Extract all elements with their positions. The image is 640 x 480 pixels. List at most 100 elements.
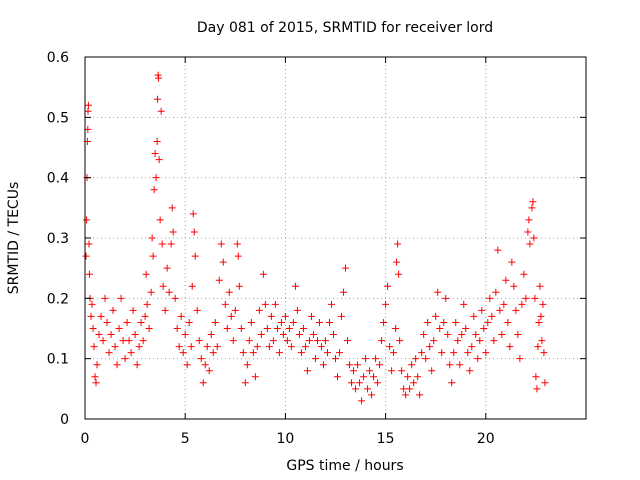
data-point	[426, 343, 434, 351]
data-point	[209, 349, 217, 357]
data-point	[147, 288, 155, 296]
data-point	[111, 343, 119, 351]
data-point	[444, 331, 452, 339]
y-tick-label: 0.4	[47, 171, 69, 187]
data-point	[395, 270, 403, 278]
data-point	[386, 343, 394, 351]
data-point	[474, 355, 482, 363]
data-point	[384, 282, 392, 290]
data-point	[221, 300, 229, 308]
x-tick-label: 20	[477, 431, 495, 447]
data-point	[190, 228, 198, 236]
data-point	[502, 276, 510, 284]
data-point	[450, 349, 458, 357]
data-point	[211, 318, 219, 326]
data-point	[87, 312, 95, 320]
data-point	[177, 312, 185, 320]
data-point	[299, 325, 307, 332]
data-point	[490, 337, 498, 345]
data-point	[155, 74, 163, 82]
data-point	[516, 355, 524, 363]
data-point	[510, 282, 518, 290]
data-point	[131, 331, 139, 339]
data-point	[84, 101, 92, 109]
data-point	[217, 240, 225, 248]
data-point	[311, 355, 319, 363]
data-point	[424, 318, 432, 326]
data-point	[121, 355, 129, 363]
data-point	[342, 264, 350, 272]
data-point	[249, 349, 257, 357]
data-point	[526, 240, 534, 248]
data-point	[494, 246, 502, 254]
data-point	[173, 325, 181, 332]
data-point	[364, 385, 372, 393]
data-point	[354, 361, 362, 369]
data-point	[107, 331, 115, 339]
data-point	[438, 349, 446, 357]
data-point	[287, 343, 295, 351]
data-point	[525, 216, 533, 224]
data-point	[540, 349, 548, 357]
data-point	[448, 379, 456, 387]
data-point	[143, 300, 151, 308]
data-point	[148, 234, 156, 242]
data-point	[152, 174, 160, 182]
data-point	[329, 331, 337, 339]
data-point	[482, 349, 490, 357]
data-point	[529, 198, 537, 206]
data-point	[394, 240, 402, 248]
data-point	[352, 385, 360, 393]
data-point	[91, 373, 99, 381]
data-point	[458, 331, 466, 339]
data-point	[500, 300, 508, 308]
data-point	[245, 337, 253, 345]
data-point	[97, 312, 105, 320]
data-point	[259, 270, 267, 278]
tick-labels-layer: 0 5 10 15 20 0 0.1 0.2 0.3 0.4 0.5 0.6	[47, 50, 495, 447]
data-point	[243, 361, 251, 369]
data-point	[452, 318, 460, 326]
data-point	[127, 349, 135, 357]
data-point	[189, 210, 197, 218]
data-point	[197, 355, 205, 363]
data-point	[285, 325, 293, 332]
data-point	[442, 294, 450, 302]
data-point	[90, 343, 98, 351]
data-point	[416, 391, 424, 399]
data-point	[362, 355, 370, 363]
data-point	[183, 361, 191, 369]
data-point	[179, 349, 187, 357]
data-point	[350, 367, 358, 375]
chart-title: Day 081 of 2015, SRMTID for receiver lor…	[197, 20, 493, 36]
data-point	[418, 349, 426, 357]
data-point	[187, 343, 195, 351]
data-point	[175, 343, 183, 351]
data-point	[139, 337, 147, 345]
data-point	[404, 373, 412, 381]
data-point	[231, 306, 239, 314]
data-point	[480, 325, 488, 332]
data-point	[512, 306, 520, 314]
data-point	[396, 337, 404, 345]
data-point	[307, 312, 315, 320]
data-point	[213, 343, 221, 351]
data-point	[235, 282, 243, 290]
data-point	[85, 240, 93, 248]
x-tick-label: 15	[377, 431, 395, 447]
data-point	[327, 300, 335, 308]
data-point	[191, 252, 199, 260]
data-point	[414, 373, 422, 381]
data-point	[332, 355, 339, 363]
data-point	[129, 306, 137, 314]
data-points-layer	[82, 71, 549, 405]
data-point	[295, 331, 303, 339]
data-point	[156, 216, 164, 224]
data-point	[229, 337, 237, 345]
data-point	[430, 337, 438, 345]
data-point	[181, 331, 189, 339]
data-point	[468, 343, 476, 351]
data-point	[536, 282, 544, 290]
data-point	[376, 361, 384, 369]
data-point	[348, 379, 356, 387]
